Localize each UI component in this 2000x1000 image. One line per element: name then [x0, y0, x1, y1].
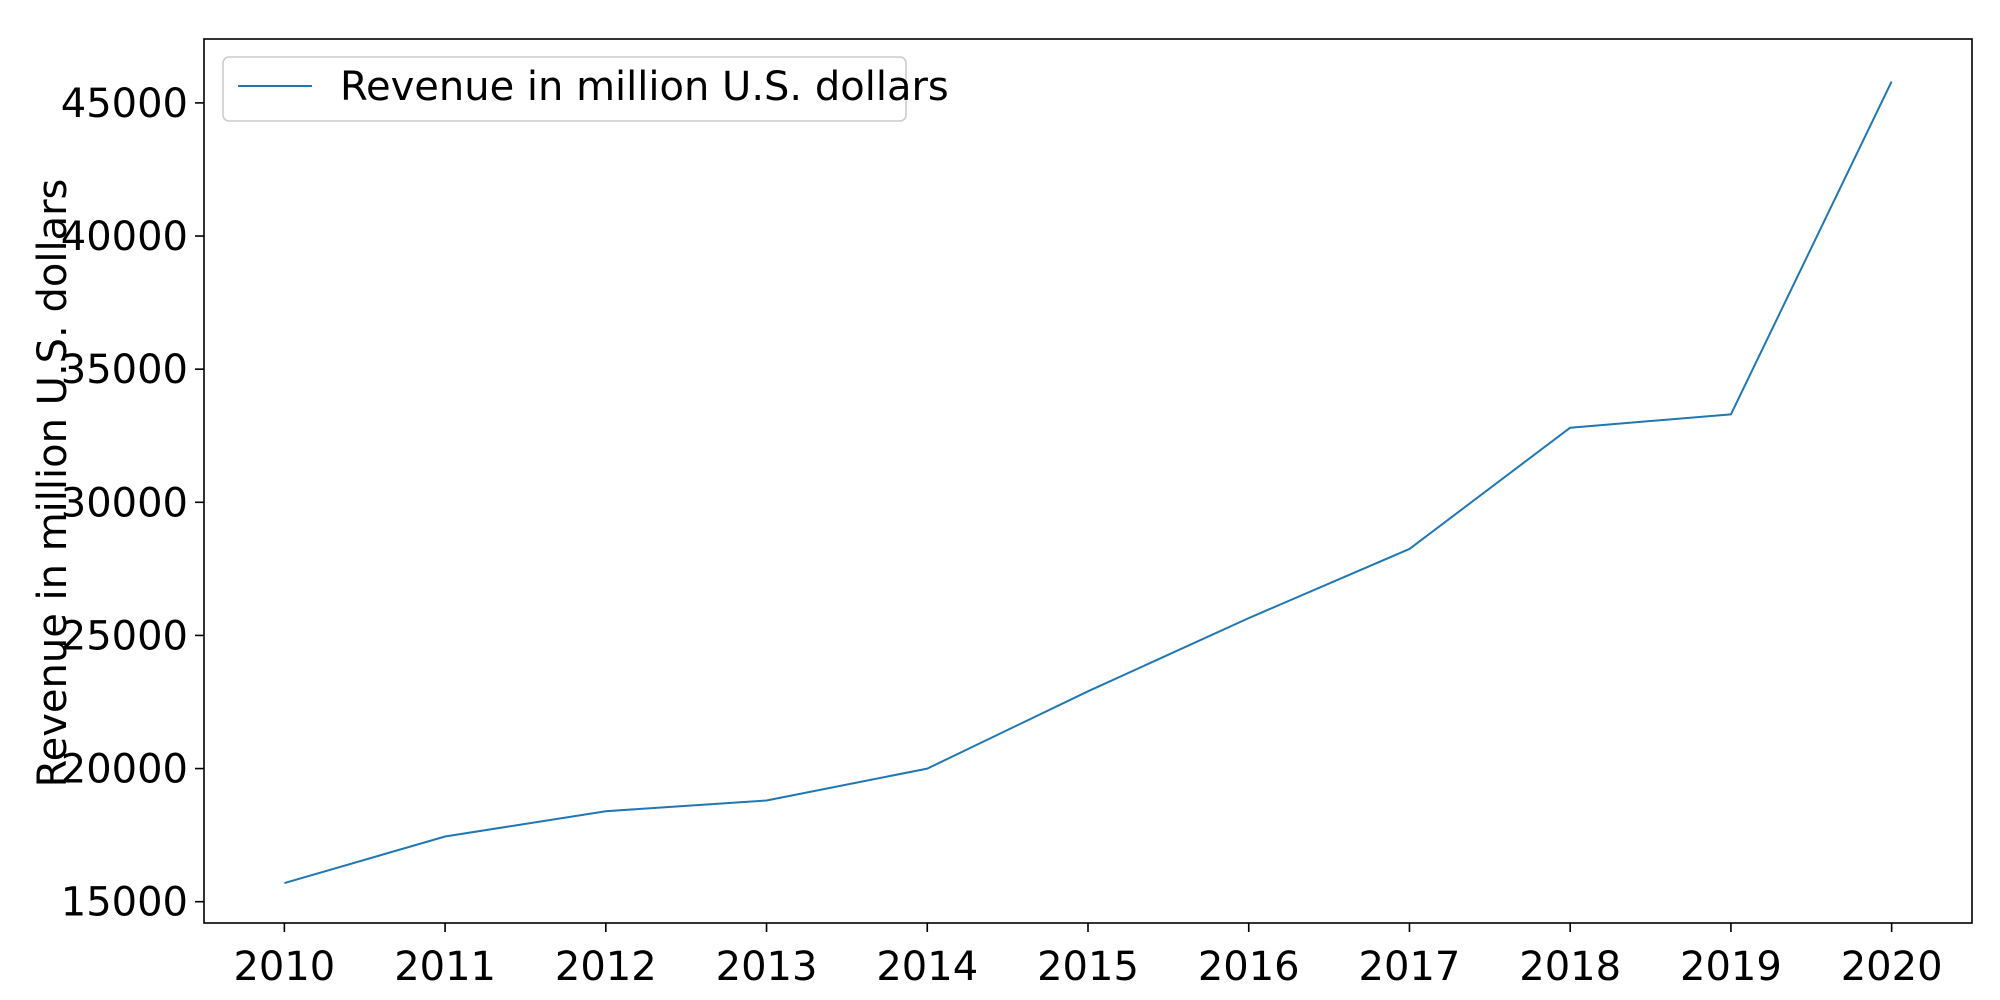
y-tick-label: 40000 — [61, 214, 188, 260]
legend-box — [222, 56, 907, 122]
y-axis: 15000 20000 25000 30000 35000 40000 45000 — [61, 81, 204, 926]
y-tick-label: 25000 — [61, 613, 188, 659]
x-tick-label: 2019 — [1680, 944, 1782, 990]
x-tick-label: 2016 — [1198, 944, 1300, 990]
y-axis-label: Revenue in million U.S. dollars — [30, 179, 76, 788]
legend: Revenue in million U.S. dollars — [222, 56, 949, 122]
x-tick-label: 2018 — [1519, 944, 1621, 990]
series-line — [284, 81, 1893, 885]
x-tick-label: 2014 — [876, 944, 978, 990]
y-tick-label: 30000 — [61, 480, 188, 526]
x-tick-label: 2017 — [1359, 944, 1461, 990]
y-tick-label: 15000 — [61, 880, 188, 926]
x-tick-label: 2015 — [1037, 944, 1139, 990]
x-tick-label: 2020 — [1841, 944, 1943, 990]
y-tick-label: 35000 — [61, 347, 188, 393]
series-layer — [284, 81, 1893, 885]
legend-label: Revenue in million U.S. dollars — [340, 64, 949, 110]
x-tick-label: 2012 — [555, 944, 657, 990]
x-tick-label: 2011 — [394, 944, 496, 990]
y-tick-label: 45000 — [61, 81, 188, 127]
x-tick-label: 2013 — [716, 944, 818, 990]
x-axis: 2010 2011 2012 2013 2014 2015 2016 2017 2018 2019… — [233, 923, 1943, 990]
x-tick-label: 2010 — [233, 944, 335, 990]
y-tick-label: 20000 — [61, 747, 188, 793]
plot-frame — [203, 38, 1973, 924]
